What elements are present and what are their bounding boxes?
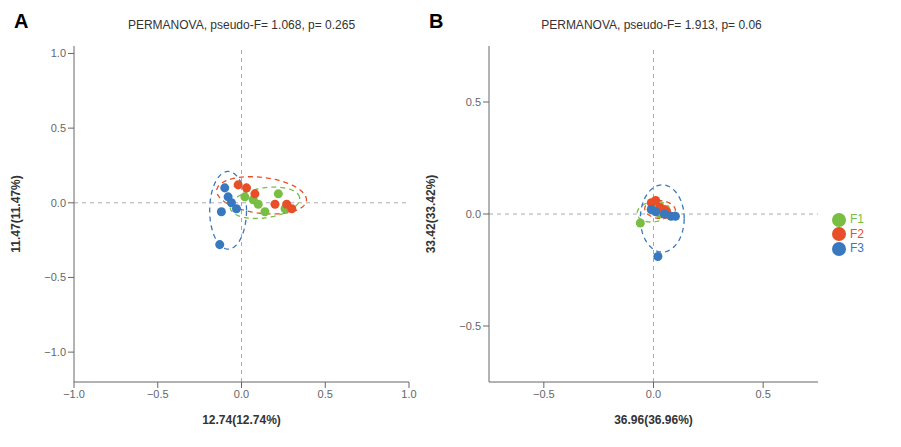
svg-text:−0.5: −0.5 [147, 388, 169, 400]
svg-text:0.0: 0.0 [234, 388, 249, 400]
html-text:PERMANOVA, pseudo-F= 1.068, p=: PERMANOVA, pseudo-F= 1.068, p= 0.265 [127, 18, 356, 32]
svg-text:0.5: 0.5 [51, 122, 66, 134]
svg-text:−0.5: −0.5 [533, 388, 555, 400]
html-text:F1: F1 [850, 211, 864, 226]
svg-text:33.42(33.42%): 33.42(33.42%) [424, 175, 438, 254]
svg-text:36.96(36.96%): 36.96(36.96%) [614, 413, 693, 427]
svg-text:0.0: 0.0 [466, 208, 481, 220]
html-text:A: A [14, 10, 29, 32]
svg-text:−1.0: −1.0 [63, 388, 85, 400]
svg-text:12.74(12.74%): 12.74(12.74%) [202, 413, 281, 427]
svg-text:0.0: 0.0 [51, 197, 66, 209]
svg-text:0.5: 0.5 [318, 388, 333, 400]
svg-text:1.0: 1.0 [401, 388, 416, 400]
html-text:F3: F3 [850, 241, 864, 256]
svg-text:0.5: 0.5 [756, 388, 771, 400]
html-text:PERMANOVA, pseudo-F= 1.913, p=: PERMANOVA, pseudo-F= 1.913, p= 0.06 [541, 18, 762, 32]
svg-text:0.5: 0.5 [466, 96, 481, 108]
svg-text:−1.0: −1.0 [44, 346, 66, 358]
svg-text:−0.5: −0.5 [459, 320, 481, 332]
svg-text:0.0: 0.0 [646, 388, 661, 400]
html-text:F2: F2 [850, 226, 864, 241]
html-text:B: B [429, 10, 444, 32]
svg-text:−0.5: −0.5 [44, 271, 66, 283]
svg-text:1.0: 1.0 [51, 47, 66, 59]
svg-text:11.47(11.47%): 11.47(11.47%) [9, 175, 23, 252]
